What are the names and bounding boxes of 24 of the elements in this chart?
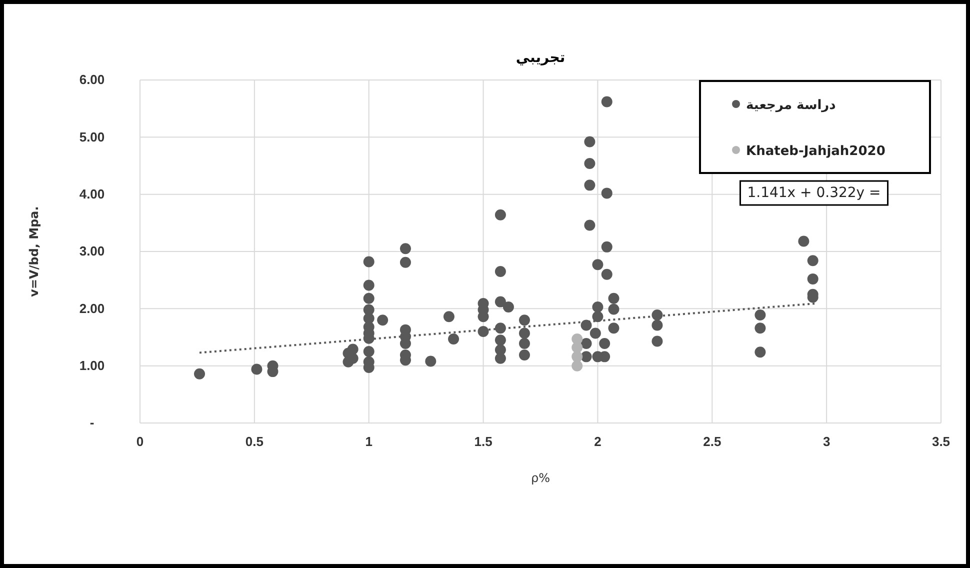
y-tick-label: 6.00 xyxy=(79,72,105,88)
y-tick-label: - xyxy=(90,415,94,430)
x-axis-title: ρ% xyxy=(530,471,550,485)
y-tick-label: 1.00 xyxy=(79,358,105,373)
x-tick-label: 3 xyxy=(822,434,830,450)
y-tick-label: 4.00 xyxy=(79,186,105,202)
x-tick-label: 0 xyxy=(136,434,144,450)
x-tick-label: 1.5 xyxy=(474,434,492,450)
y-axis-title: v=V/bd, Mpa. xyxy=(27,206,41,297)
x-tick-label: 0.5 xyxy=(245,434,264,450)
point xyxy=(572,351,583,362)
x-tick-label: 1 xyxy=(365,434,372,450)
legend-label: Khateb-Jahjah2020 xyxy=(746,144,886,159)
y-tick-label: 5.00 xyxy=(79,129,105,144)
x-tick-label: 3.5 xyxy=(932,434,950,450)
point xyxy=(572,333,583,344)
x-tick-label: 2 xyxy=(594,434,602,450)
x-tick-label: 2.5 xyxy=(703,434,722,450)
y-tick-label: 3.00 xyxy=(79,244,105,259)
chart-title: تجريبي xyxy=(516,50,566,66)
annotation: 1.141x + 0.322y = xyxy=(747,185,881,201)
legend-label: دراسة مرجعية xyxy=(746,98,836,113)
y-tick-label: 2.00 xyxy=(79,300,105,316)
point xyxy=(572,360,583,372)
